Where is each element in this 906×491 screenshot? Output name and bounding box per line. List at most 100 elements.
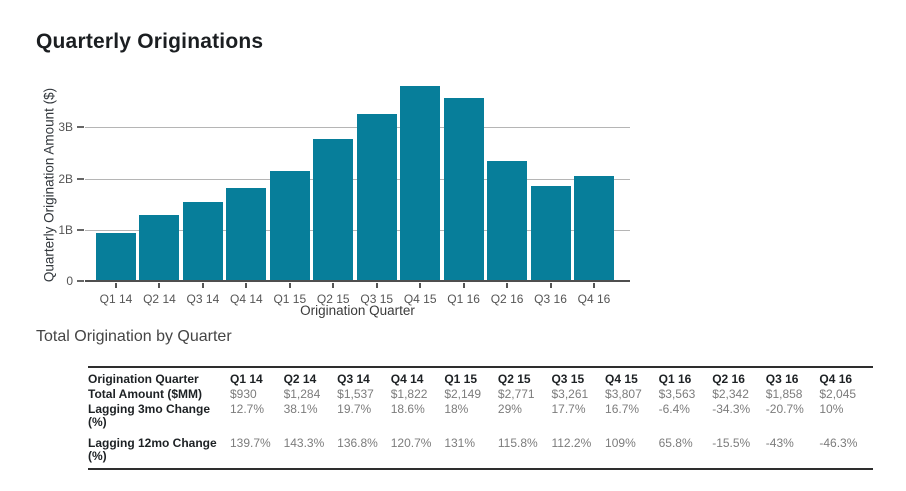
x-tick-mark bbox=[332, 283, 335, 288]
table-cell: 12.7% bbox=[230, 402, 265, 416]
x-tick-label: Q4 14 bbox=[230, 292, 263, 306]
column-header: Q2 16 bbox=[712, 372, 745, 386]
table-cell: $1,537 bbox=[337, 387, 374, 401]
table-cell: 65.8% bbox=[658, 436, 693, 450]
y-tick-label: 0 bbox=[66, 274, 73, 288]
table-cell: -15.5% bbox=[712, 436, 751, 450]
table-cell: 109% bbox=[605, 436, 636, 450]
x-tick-mark bbox=[158, 283, 161, 288]
plot-area: 0 1B 2B 3B Q1 14 Q2 14 Q3 14 Q4 14 Q1 15 Q2 15 Q3 … bbox=[58, 76, 630, 306]
table-cell: 29% bbox=[497, 402, 522, 416]
row-label: Lagging 12mo Change (%) bbox=[88, 436, 217, 463]
y-axis-title: Quarterly Origination Amount ($) bbox=[41, 87, 57, 283]
x-tick-label: Q4 15 bbox=[403, 292, 437, 306]
column-header: Q4 14 bbox=[390, 372, 424, 386]
x-tick-label: Q2 15 bbox=[316, 292, 350, 306]
table-cell: 17.7% bbox=[551, 402, 586, 416]
bar-group-q1-14: Q1 14 bbox=[96, 76, 136, 306]
bar-group-q1-16: Q1 16 bbox=[443, 76, 484, 306]
bar-q3-16[interactable] bbox=[530, 185, 571, 281]
table-cell: $3,563 bbox=[658, 387, 696, 401]
bar-group-q3-16: Q3 16 bbox=[530, 76, 571, 306]
y-tick-mark bbox=[77, 177, 84, 180]
column-header: Q2 15 bbox=[497, 372, 531, 386]
bar-group-q4-15: Q4 15 bbox=[400, 76, 441, 306]
y-tick-mark bbox=[77, 280, 84, 282]
y-tick-label: 2B bbox=[58, 171, 73, 186]
x-tick-label: Q1 16 bbox=[447, 292, 480, 306]
table-cell: 38.1% bbox=[283, 402, 318, 416]
table-body: Total Amount ($MM) $930 $1,284 $1,537 $1,822… bbox=[88, 387, 873, 469]
table-cell: $2,771 bbox=[497, 387, 535, 401]
bar-q2-16[interactable] bbox=[487, 160, 528, 281]
table-cell: $3,807 bbox=[605, 387, 642, 401]
bar-q3-14[interactable] bbox=[182, 202, 223, 281]
x-tick-label: Q1 14 bbox=[99, 292, 133, 306]
y-tick-label: 1B bbox=[58, 222, 73, 237]
x-tick-label: Q2 16 bbox=[490, 292, 524, 306]
bar-group-q2-15: Q2 15 bbox=[313, 76, 354, 306]
bar-q1-16[interactable] bbox=[443, 98, 484, 281]
x-tick-mark bbox=[201, 283, 204, 288]
bar-q4-14[interactable] bbox=[226, 187, 267, 281]
table-cell: 18.6% bbox=[390, 402, 425, 416]
y-tick-mark bbox=[77, 126, 84, 129]
column-header: Q1 16 bbox=[658, 372, 692, 386]
table-cell: $3,261 bbox=[551, 387, 589, 401]
column-header: Q1 14 bbox=[230, 372, 263, 386]
table-row: Lagging 3mo Change (%) 12.7% 38.1% 19.7% 18.… bbox=[88, 402, 873, 430]
column-header: Q1 15 bbox=[444, 372, 478, 386]
bar-group-q3-14: Q3 14 bbox=[182, 76, 223, 306]
bar-q3-15[interactable] bbox=[356, 113, 397, 281]
table-cell: $1,858 bbox=[765, 387, 803, 401]
table-cell: $930 bbox=[230, 387, 257, 401]
x-tick-mark bbox=[592, 283, 595, 288]
table-row: Total Amount ($MM) $930 $1,284 $1,537 $1,822… bbox=[88, 387, 873, 402]
table-cell: 18% bbox=[444, 402, 469, 416]
x-axis-title: Origination Quarter bbox=[300, 303, 415, 318]
bar-q1-14[interactable] bbox=[96, 233, 136, 281]
bar-q1-15[interactable] bbox=[269, 170, 310, 281]
y-tick-mark bbox=[77, 228, 84, 231]
table-cell: -34.3% bbox=[712, 402, 751, 416]
x-tick-label: Q2 14 bbox=[143, 292, 176, 306]
table-cell: $2,149 bbox=[444, 387, 482, 401]
x-tick-mark bbox=[375, 283, 378, 288]
table-cell: 115.8% bbox=[497, 436, 538, 450]
row-label-header: Origination Quarter bbox=[88, 372, 199, 386]
table-title: Total Origination by Quarter bbox=[36, 328, 232, 345]
table-head: Origination Quarter Q1 14 Q2 14 Q3 14 Q4 14 Q… bbox=[88, 367, 873, 387]
table-cell: $1,284 bbox=[283, 387, 321, 401]
data-table: Origination Quarter Q1 14 Q2 14 Q3 14 Q4 14 Q… bbox=[88, 366, 873, 470]
bar-q2-15[interactable] bbox=[313, 139, 354, 281]
row-label: Total Amount ($MM) bbox=[88, 387, 202, 401]
bar-group-q4-16: Q4 16 bbox=[573, 76, 614, 306]
bar-group-q1-15: Q1 15 bbox=[269, 76, 310, 306]
table-cell: 120.7% bbox=[390, 436, 432, 450]
x-tick-mark bbox=[419, 283, 422, 288]
x-tick-mark bbox=[462, 283, 465, 288]
x-tick-mark bbox=[288, 283, 291, 288]
bar-q4-15[interactable] bbox=[400, 85, 441, 281]
x-tick-mark bbox=[245, 283, 248, 288]
table-cell: 136.8% bbox=[337, 436, 378, 450]
page-title: Quarterly Originations bbox=[36, 30, 264, 53]
table-cell: $2,045 bbox=[819, 387, 857, 401]
x-tick-label: Q3 14 bbox=[186, 292, 220, 306]
table-cell: 131% bbox=[444, 436, 476, 450]
x-tick-mark bbox=[506, 283, 509, 288]
bar-q2-14[interactable] bbox=[139, 215, 180, 281]
y-tick-label: 3B bbox=[58, 120, 73, 135]
bar-q4-16[interactable] bbox=[573, 176, 614, 281]
table-row: Lagging 12mo Change (%) 139.7% 143.3% 136.8… bbox=[88, 430, 873, 469]
table-cell: 139.7% bbox=[230, 436, 271, 450]
bar-group-q2-16: Q2 16 bbox=[487, 76, 528, 306]
column-header: Q3 16 bbox=[765, 372, 799, 386]
x-tick-label: Q1 15 bbox=[273, 292, 307, 306]
table-cell: 143.3% bbox=[283, 436, 325, 450]
table-cell: $1,822 bbox=[390, 387, 428, 401]
table-cell: 16.7% bbox=[605, 402, 640, 416]
x-axis-baseline bbox=[85, 280, 630, 282]
x-tick-label: Q4 16 bbox=[577, 292, 611, 306]
